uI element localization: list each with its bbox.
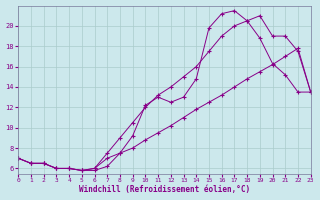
X-axis label: Windchill (Refroidissement éolien,°C): Windchill (Refroidissement éolien,°C): [79, 185, 250, 194]
